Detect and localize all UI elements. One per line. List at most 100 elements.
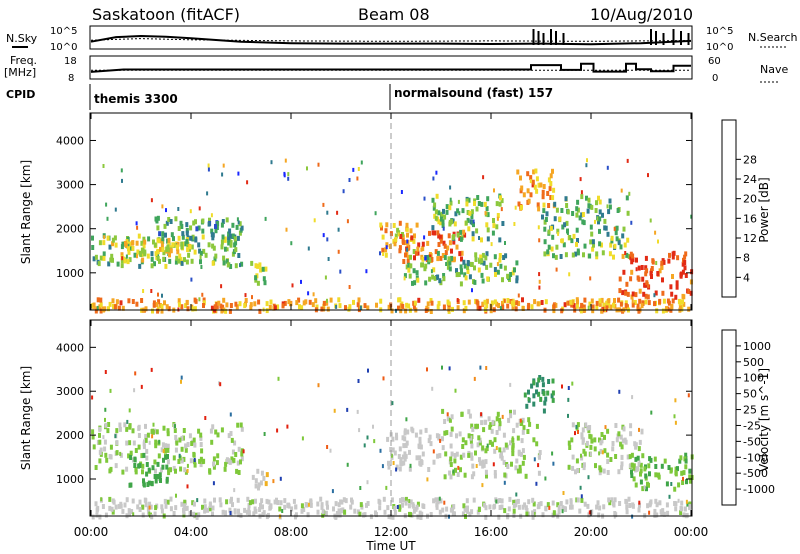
heatmap-cell <box>204 252 208 258</box>
heatmap-cell <box>466 210 470 215</box>
heatmap-cell <box>554 254 558 260</box>
heatmap-cell <box>234 301 238 307</box>
heatmap-cell <box>570 299 574 305</box>
heatmap-cell <box>642 291 646 297</box>
heatmap-cell <box>551 451 554 456</box>
heatmap-cell <box>118 426 122 432</box>
heatmap-cell <box>165 304 169 310</box>
heatmap-cell <box>489 262 493 268</box>
heatmap-cell <box>177 258 181 264</box>
heatmap-cell <box>458 431 462 437</box>
heatmap-cell <box>133 252 137 258</box>
heatmap-cell <box>203 498 207 504</box>
heatmap-cell <box>626 454 630 460</box>
heatmap-cell <box>455 272 459 278</box>
heatmap-cell <box>105 457 109 463</box>
heatmap-cell <box>485 206 489 212</box>
heatmap-cell <box>460 411 464 417</box>
heatmap-cell <box>608 204 612 210</box>
heatmap-cell <box>548 186 552 192</box>
heatmap-cell <box>177 207 180 211</box>
heatmap-cell <box>264 216 267 221</box>
heatmap-cell <box>171 242 175 248</box>
heatmap-cell <box>562 491 565 495</box>
heatmap-cell <box>445 506 449 512</box>
heatmap-cell <box>120 263 124 269</box>
heatmap-cell <box>145 462 149 467</box>
heatmap-cell <box>504 253 508 259</box>
heatmap-cell <box>449 200 453 206</box>
heatmap-cell <box>481 252 485 258</box>
heatmap-cell <box>683 506 687 512</box>
x-tick-label: 20:00 <box>574 525 609 539</box>
heatmap-cell <box>564 252 568 258</box>
heatmap-cell <box>317 162 320 167</box>
colorbar-tick-label: -25 <box>743 419 761 432</box>
heatmap-cell <box>166 428 170 434</box>
x-tick-label: 16:00 <box>474 525 509 539</box>
heatmap-cell <box>513 222 516 226</box>
heatmap-cell <box>570 302 574 308</box>
heatmap-cell <box>653 508 657 514</box>
heatmap-cell <box>580 212 584 218</box>
heatmap-cell <box>401 502 404 508</box>
heatmap-cell <box>495 224 499 230</box>
heatmap-cell <box>138 499 142 505</box>
heatmap-cell <box>481 301 485 307</box>
heatmap-cell <box>178 437 182 443</box>
x-tick-label: 12:00 <box>374 525 409 539</box>
heatmap-cell <box>639 462 643 468</box>
heatmap-cell <box>134 371 137 376</box>
heatmap-cell <box>381 247 385 253</box>
heatmap-cell <box>654 464 658 469</box>
heatmap-cell <box>111 257 114 263</box>
heatmap-cell <box>603 225 607 231</box>
heatmap-cell <box>395 432 398 438</box>
heatmap-cell <box>260 498 264 504</box>
heatmap-cell <box>188 244 192 250</box>
heatmap-cell <box>137 425 141 431</box>
heatmap-cell <box>131 246 135 251</box>
heatmap-cell <box>106 216 109 221</box>
heatmap-cell <box>181 234 185 240</box>
heatmap-cell <box>140 384 143 389</box>
heatmap-cell <box>526 171 530 177</box>
heatmap-cell <box>485 251 489 257</box>
heatmap-cell <box>427 438 431 444</box>
heatmap-cell <box>689 290 693 296</box>
heatmap-cell <box>577 430 579 434</box>
heatmap-cell <box>495 446 498 450</box>
heatmap-cell <box>619 301 623 307</box>
heatmap-cell <box>649 270 653 276</box>
heatmap-cell <box>160 508 164 514</box>
heatmap-cell <box>148 501 152 507</box>
heatmap-cell <box>582 220 586 226</box>
heatmap-cell <box>435 504 439 510</box>
heatmap-cell <box>552 303 556 309</box>
heatmap-cell <box>682 476 684 481</box>
heatmap-cell <box>415 455 419 461</box>
heatmap-cell <box>193 249 197 255</box>
heatmap-cell <box>176 249 180 255</box>
heatmap-cell <box>555 244 559 250</box>
heatmap-cell <box>405 302 409 308</box>
heatmap-cell <box>408 449 411 455</box>
heatmap-cell <box>115 440 119 446</box>
heatmap-cell <box>518 464 522 470</box>
heatmap-cell <box>398 504 402 510</box>
heatmap-cell <box>157 292 159 297</box>
heatmap-cell <box>454 467 457 473</box>
heatmap-cell <box>237 446 241 452</box>
heatmap-cell <box>348 304 352 310</box>
heatmap-cell <box>476 305 480 311</box>
heatmap-cell <box>228 308 232 314</box>
heatmap-cell <box>498 505 502 510</box>
heatmap-cell <box>337 297 341 303</box>
heatmap-cell <box>244 298 248 303</box>
heatmap-cell <box>300 508 304 514</box>
heatmap-cell <box>619 434 623 440</box>
heatmap-cell <box>194 298 198 304</box>
heatmap-cell <box>449 474 453 480</box>
heatmap-cell <box>111 241 115 247</box>
